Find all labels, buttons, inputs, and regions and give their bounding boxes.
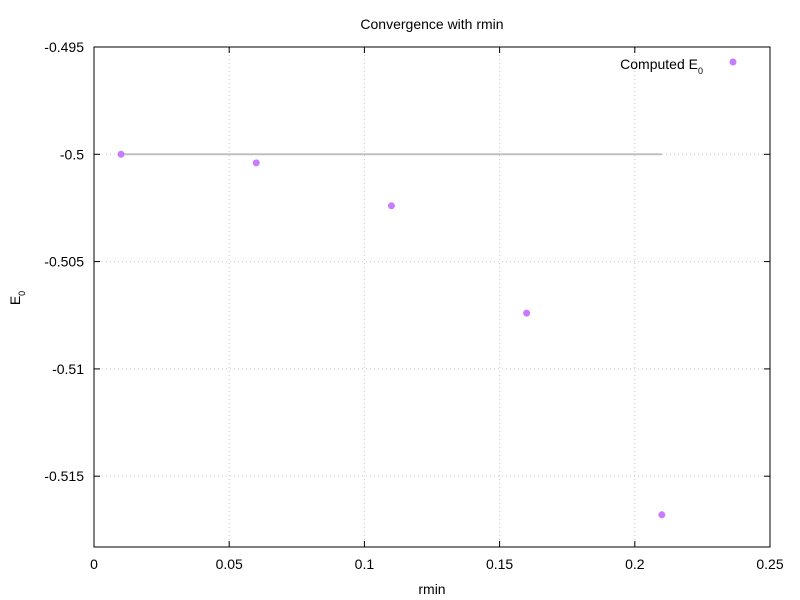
y-axis-label-main: E: [7, 296, 23, 305]
x-axis-label: rmin: [418, 581, 445, 597]
svg-text:E0: E0: [7, 291, 27, 305]
x-tick-label: 0.1: [355, 556, 375, 572]
grid-lines: [94, 46, 770, 547]
x-tick-label: 0: [90, 556, 98, 572]
x-tick-label: 0.05: [216, 556, 243, 572]
data-point: [252, 159, 260, 167]
plot-frame: [93, 46, 771, 548]
data-point: [523, 309, 531, 317]
y-tick-label: -0.5: [60, 146, 84, 162]
data-point: [117, 150, 125, 158]
legend-label-main: Computed E: [620, 56, 698, 72]
y-tick-label: -0.515: [44, 468, 84, 484]
data-point: [658, 511, 666, 519]
y-tick-label: -0.495: [44, 39, 84, 55]
legend-marker: [729, 58, 737, 66]
legend: Computed E0: [620, 56, 737, 76]
data-point: [387, 202, 395, 210]
x-tick-label: 0.2: [625, 556, 645, 572]
x-tick-label: 0.25: [756, 556, 783, 572]
y-tick-label: -0.505: [44, 254, 84, 270]
axis-ticks: 0 0.05 0.1 0.15 0.2 0.25 -0.495 -0.5 -0.505 -0.51…: [44, 39, 784, 572]
y-axis-label: E0: [7, 291, 27, 305]
legend-label: Computed E0: [620, 56, 703, 76]
chart-title: Convergence with rmin: [360, 16, 503, 32]
y-axis-label-subscript: 0: [17, 291, 27, 296]
y-tick-label: -0.51: [52, 361, 84, 377]
x-tick-label: 0.15: [486, 556, 513, 572]
data-points: [117, 150, 666, 519]
legend-label-subscript: 0: [698, 66, 703, 76]
